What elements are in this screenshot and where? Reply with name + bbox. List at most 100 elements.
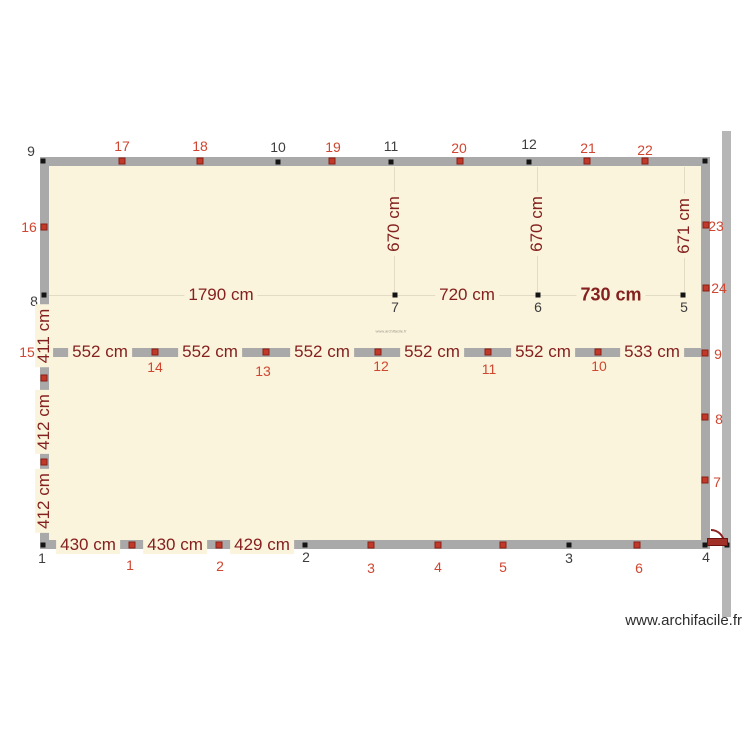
dimension-number-label: 5 xyxy=(499,559,507,575)
dimension-marker[interactable] xyxy=(40,223,48,231)
site-watermark: www.archifacile.fr xyxy=(625,612,742,629)
dimension-marker[interactable] xyxy=(367,541,375,549)
dimension-marker[interactable] xyxy=(118,157,126,165)
dimension-marker[interactable] xyxy=(215,541,223,549)
dimension-number-label: 3 xyxy=(367,560,375,576)
point-number-label: 12 xyxy=(521,136,537,152)
dimension-number-label: 12 xyxy=(373,358,389,374)
dimension-marker[interactable] xyxy=(702,284,710,292)
wall-top[interactable] xyxy=(40,157,710,166)
dimension-number-label: 4 xyxy=(434,559,442,575)
measure-guide-line-horizontal xyxy=(49,295,683,296)
dimension-label[interactable]: 533 cm xyxy=(620,343,684,361)
dimension-marker[interactable] xyxy=(583,157,591,165)
dimension-number-label: 11 xyxy=(481,361,497,377)
dimension-number-label: 2 xyxy=(216,558,224,574)
dimension-label[interactable]: 671 cm xyxy=(674,194,693,258)
dimension-marker[interactable] xyxy=(701,349,709,357)
dimension-label[interactable]: 670 cm xyxy=(384,192,403,256)
dimension-marker[interactable] xyxy=(196,157,204,165)
dimension-number-label: 18 xyxy=(192,138,208,154)
dimension-number-label: 23 xyxy=(708,218,724,234)
point-marker[interactable] xyxy=(526,159,532,165)
point-marker[interactable] xyxy=(275,159,281,165)
dimension-number-label: 7 xyxy=(713,474,721,490)
point-number-label: 2 xyxy=(302,549,310,565)
center-watermark: www.archifacile.fr xyxy=(375,328,407,334)
point-number-label: 1 xyxy=(38,550,46,566)
dimension-number-label: 10 xyxy=(591,358,607,374)
point-marker[interactable] xyxy=(566,542,572,548)
dimension-marker[interactable] xyxy=(434,541,442,549)
door-leaf[interactable] xyxy=(707,538,728,546)
dimension-label[interactable]: 552 cm xyxy=(511,343,575,361)
wall-bottom[interactable] xyxy=(40,540,710,549)
dimension-number-label: 16 xyxy=(21,219,37,235)
dimension-marker[interactable] xyxy=(641,157,649,165)
wall-outer[interactable] xyxy=(722,131,731,617)
point-number-label: 6 xyxy=(534,299,542,315)
dimension-number-label: 15 xyxy=(19,344,35,360)
dimension-marker[interactable] xyxy=(328,157,336,165)
dimension-number-label: 24 xyxy=(711,280,727,296)
dimension-label[interactable]: 412 cm xyxy=(34,390,53,454)
point-number-label: 7 xyxy=(391,299,399,315)
point-marker[interactable] xyxy=(392,292,398,298)
dimension-number-label: 1 xyxy=(126,557,134,573)
dimension-marker[interactable] xyxy=(456,157,464,165)
point-marker[interactable] xyxy=(40,542,46,548)
dimension-marker[interactable] xyxy=(701,413,709,421)
dimension-marker[interactable] xyxy=(40,458,48,466)
point-marker[interactable] xyxy=(40,158,46,164)
point-marker[interactable] xyxy=(680,292,686,298)
dimension-label[interactable]: 730 cm xyxy=(576,285,646,305)
dimension-label[interactable]: 412 cm xyxy=(34,469,53,533)
dimension-label[interactable]: 720 cm xyxy=(435,286,499,304)
dimension-number-label: 8 xyxy=(715,411,723,427)
dimension-number-label: 14 xyxy=(147,359,163,375)
point-number-label: 9 xyxy=(27,143,35,159)
dimension-marker[interactable] xyxy=(374,348,382,356)
dimension-marker[interactable] xyxy=(151,348,159,356)
dimension-marker[interactable] xyxy=(633,541,641,549)
dimension-label[interactable]: 552 cm xyxy=(400,343,464,361)
dimension-marker[interactable] xyxy=(702,221,710,229)
point-number-label: 11 xyxy=(383,138,399,154)
dimension-label[interactable]: 552 cm xyxy=(290,343,354,361)
dimension-label[interactable]: 430 cm xyxy=(143,536,207,554)
point-marker[interactable] xyxy=(702,158,708,164)
dimension-label[interactable]: 552 cm xyxy=(178,343,242,361)
dimension-marker[interactable] xyxy=(40,374,48,382)
dimension-number-label: 6 xyxy=(635,560,643,576)
dimension-number-label: 9 xyxy=(714,346,722,362)
dimension-number-label: 17 xyxy=(114,138,130,154)
dimension-label[interactable]: 552 cm xyxy=(68,343,132,361)
dimension-number-label: 13 xyxy=(255,363,271,379)
dimension-marker[interactable] xyxy=(128,541,136,549)
point-marker[interactable] xyxy=(41,292,47,298)
dimension-label[interactable]: 430 cm xyxy=(56,536,120,554)
point-number-label: 10 xyxy=(270,139,286,155)
dimension-marker[interactable] xyxy=(499,541,507,549)
point-number-label: 8 xyxy=(30,293,38,309)
point-number-label: 5 xyxy=(680,299,688,315)
point-marker[interactable] xyxy=(702,542,708,548)
point-marker[interactable] xyxy=(535,292,541,298)
dimension-number-label: 21 xyxy=(580,140,596,156)
point-number-label: 3 xyxy=(565,550,573,566)
dimension-number-label: 22 xyxy=(637,142,653,158)
point-marker[interactable] xyxy=(388,159,394,165)
dimension-label[interactable]: 670 cm xyxy=(527,192,546,256)
dimension-label[interactable]: 1790 cm xyxy=(184,286,258,304)
dimension-number-label: 20 xyxy=(451,140,467,156)
dimension-marker[interactable] xyxy=(262,348,270,356)
dimension-label[interactable]: 429 cm xyxy=(230,536,294,554)
dimension-marker[interactable] xyxy=(484,348,492,356)
dimension-marker[interactable] xyxy=(701,476,709,484)
point-number-label: 4 xyxy=(702,549,710,565)
dimension-marker[interactable] xyxy=(594,348,602,356)
point-marker[interactable] xyxy=(302,542,308,548)
dimension-label[interactable]: 411 cm xyxy=(34,304,53,368)
dimension-number-label: 19 xyxy=(325,139,341,155)
